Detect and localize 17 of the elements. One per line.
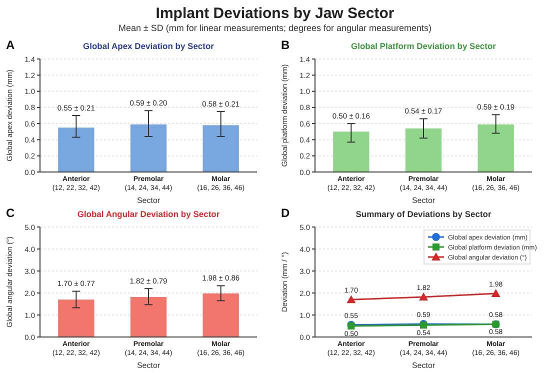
point [491, 288, 500, 297]
chart-title: Global Apex Deviation by Sector [83, 41, 215, 51]
chart-title: Global Angular Deviation by Sector [77, 209, 220, 219]
point [419, 292, 428, 300]
x-axis-title: Sector [136, 196, 160, 205]
text: C [6, 206, 15, 220]
text: D [281, 206, 290, 220]
chart-title: Summary of Deviations by Sector [356, 209, 492, 219]
point [346, 295, 356, 304]
chart-title: Global Platform Deviation by Sector [350, 41, 497, 51]
text: Implant Deviations by Jaw Sector [156, 5, 394, 22]
x-axis-title: Sector [412, 196, 436, 205]
x-axis-title: Sector [412, 361, 436, 370]
x-axis-title: Sector [136, 361, 160, 370]
text: A [6, 38, 15, 52]
text: Mean ± SD (mm for linear measurements; degrees for angular measurements) [118, 23, 432, 33]
text: B [281, 38, 290, 52]
